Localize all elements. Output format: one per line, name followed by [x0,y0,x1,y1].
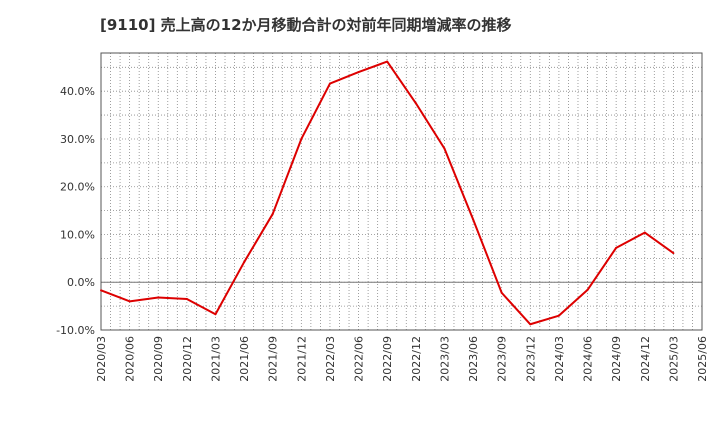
plot-frame [100,52,703,331]
x-tick-label: 2023/09 [496,336,509,382]
chart-title: [9110] 売上高の12か月移動合計の対前年同期増減率の推移 [100,16,512,34]
x-tick-label: 2023/06 [467,336,480,382]
data-point [100,289,102,292]
data-point [357,71,360,74]
x-tick-label: 2020/03 [95,336,108,382]
data-point [157,296,160,299]
x-tick-label: 2025/03 [667,336,680,382]
grid-lines [101,53,702,330]
x-tick-label: 2022/12 [410,336,423,382]
y-axis-ticks: -10.0% 0.0% 10.0% 20.0% 30.0% 40.0% [56,85,95,337]
x-axis-ticks: 2020/03 2020/06 2020/09 2020/12 2021/03 2021/… [95,336,709,382]
data-point [643,231,646,234]
x-tick-label: 2021/06 [238,336,251,382]
x-tick-label: 2024/12 [639,336,652,382]
data-point [271,212,274,215]
data-point [586,288,589,291]
y-tick-label: 30.0% [60,133,95,146]
y-tick-label: -10.0% [56,324,95,337]
x-tick-label: 2022/03 [324,336,337,382]
data-points [100,60,675,326]
x-tick-label: 2021/09 [267,336,280,382]
y-tick-label: 40.0% [60,85,95,98]
data-point [128,300,131,303]
data-point [214,313,217,316]
x-tick-label: 2020/12 [181,336,194,382]
y-tick-label: 10.0% [60,228,95,241]
x-tick-label: 2024/06 [582,336,595,382]
data-point [443,147,446,150]
data-point [328,82,331,85]
data-point [386,60,389,63]
data-point [472,218,475,221]
data-point [672,252,675,255]
x-tick-label: 2020/06 [124,336,137,382]
data-point [615,246,618,249]
x-tick-label: 2023/12 [524,336,537,382]
x-tick-label: 2022/06 [353,336,366,382]
data-point [243,261,246,264]
x-tick-label: 2022/09 [381,336,394,382]
x-tick-label: 2021/12 [295,336,308,382]
data-point [414,102,417,105]
y-tick-label: 0.0% [67,276,95,289]
data-point [300,137,303,140]
x-tick-label: 2025/06 [696,336,709,382]
y-tick-label: 20.0% [60,181,95,194]
x-tick-label: 2024/09 [610,336,623,382]
x-tick-label: 2024/03 [553,336,566,382]
data-point [185,297,188,300]
x-tick-label: 2020/09 [152,336,165,382]
data-point [529,323,532,326]
data-point [557,314,560,317]
x-tick-label: 2021/03 [209,336,222,382]
x-tick-label: 2023/03 [438,336,451,382]
data-point [500,291,503,294]
